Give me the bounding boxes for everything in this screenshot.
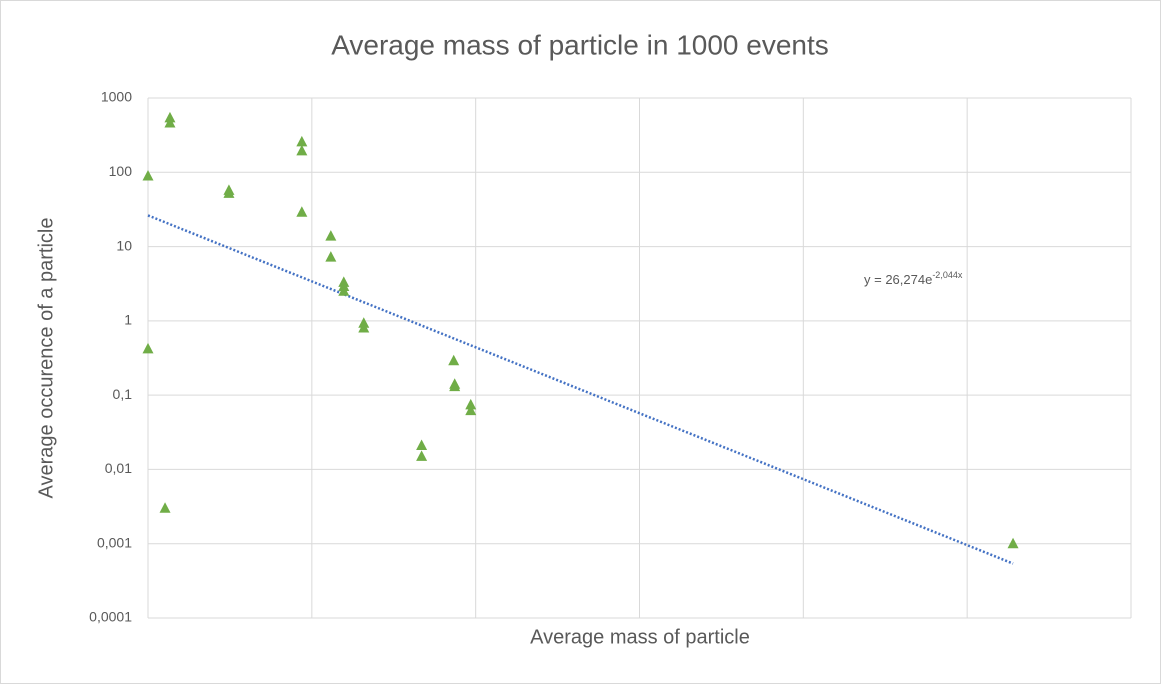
y-tick-label: 100 bbox=[109, 163, 133, 179]
data-point bbox=[416, 439, 428, 450]
data-point bbox=[448, 354, 460, 366]
data-point bbox=[358, 322, 370, 333]
data-point bbox=[296, 206, 308, 217]
data-point bbox=[142, 170, 154, 181]
data-point bbox=[325, 251, 337, 262]
data-point bbox=[338, 285, 350, 296]
data-point bbox=[296, 144, 308, 156]
x-axis-label: Average mass of particle bbox=[530, 626, 750, 648]
y-tick-label: 0,01 bbox=[105, 460, 132, 476]
y-tick-label: 0,1 bbox=[113, 386, 133, 402]
data-point bbox=[1007, 537, 1019, 549]
y-axis-label: Average occurence of a particle bbox=[35, 218, 57, 499]
data-point bbox=[296, 135, 308, 147]
grid bbox=[147, 97, 1132, 619]
data-point bbox=[142, 342, 154, 354]
equation-base: y = 26,274e bbox=[864, 272, 932, 287]
trendline-equation: y = 26,274e-2,044x bbox=[864, 270, 963, 287]
y-tick-label: 10 bbox=[116, 237, 132, 253]
data-point bbox=[449, 380, 461, 392]
equation-exponent: -2,044x bbox=[932, 270, 963, 280]
data-point bbox=[325, 230, 337, 241]
y-tick-label: 0,0001 bbox=[89, 609, 132, 625]
y-tick-label: 0,001 bbox=[97, 534, 132, 550]
y-tick-label: 1000 bbox=[101, 89, 132, 105]
data-point bbox=[416, 450, 428, 461]
data-point bbox=[223, 187, 235, 198]
trendline bbox=[147, 214, 1014, 565]
data-point bbox=[465, 398, 477, 410]
data-point bbox=[465, 404, 477, 416]
data-point bbox=[159, 502, 171, 513]
y-tick-label: 1 bbox=[124, 312, 132, 328]
chart-title: Average mass of particle in 1000 events bbox=[331, 29, 829, 60]
data-point bbox=[164, 117, 176, 128]
